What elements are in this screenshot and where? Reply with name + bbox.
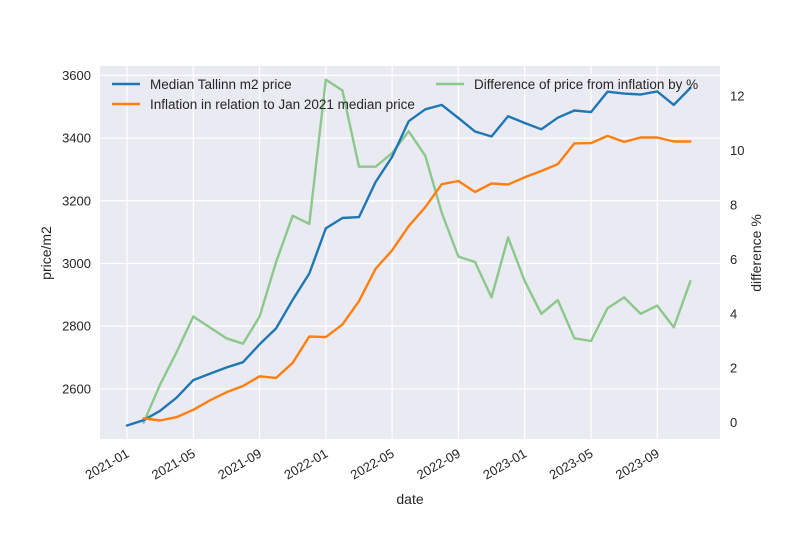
y2-axis-label: difference % [748, 214, 764, 292]
y2-tick-label: 12 [730, 88, 744, 103]
y2-tick-label: 8 [730, 197, 737, 212]
y-tick-label: 3600 [62, 68, 91, 83]
x-tick-label: 2021-09 [215, 446, 264, 483]
y-tick-label: 2800 [62, 319, 91, 334]
y2-tick-label: 0 [730, 415, 737, 430]
y-axis-right: 0 2 4 6 8 10 12 [730, 88, 744, 430]
legend-label-2: Inflation in relation to Jan 2021 median… [150, 97, 415, 112]
grid [100, 66, 720, 439]
y2-tick-label: 4 [730, 306, 737, 321]
x-tick-label: 2021-05 [149, 446, 198, 483]
x-axis: 2021-01 2021-05 2021-09 2022-01 2022-05 2022-… [83, 446, 662, 483]
y-axis-label: price/m2 [38, 226, 54, 280]
x-tick-label: 2022-05 [348, 446, 397, 483]
y2-tick-label: 6 [730, 252, 737, 267]
x-tick-label: 2023-05 [547, 446, 596, 483]
legend-left: Median Tallinn m2 price Inflation in rela… [112, 77, 415, 112]
y-tick-label: 3400 [62, 131, 91, 146]
x-axis-label: date [396, 491, 423, 507]
y2-tick-label: 2 [730, 361, 737, 376]
series-line-1 [125, 86, 692, 427]
y-axis-left: 2600 2800 3000 3200 3400 3600 [62, 68, 91, 396]
x-tick-label: 2021-01 [83, 446, 132, 483]
x-tick-label: 2022-01 [282, 446, 331, 483]
x-tick-label: 2023-09 [613, 446, 662, 483]
series-line-2 [142, 134, 692, 422]
y-tick-label: 3000 [62, 256, 91, 271]
series-layer [125, 78, 692, 427]
y-tick-label: 2600 [62, 381, 91, 396]
y2-tick-label: 10 [730, 143, 744, 158]
x-tick-label: 2022-09 [414, 446, 463, 483]
legend-label-1: Median Tallinn m2 price [150, 77, 292, 92]
y-tick-label: 3200 [62, 193, 91, 208]
x-tick-label: 2023-01 [480, 446, 529, 483]
series-line-3 [142, 78, 692, 424]
legend-label-3: Difference of price from inflation by % [474, 77, 698, 92]
legend-right: Difference of price from inflation by % [436, 77, 698, 92]
